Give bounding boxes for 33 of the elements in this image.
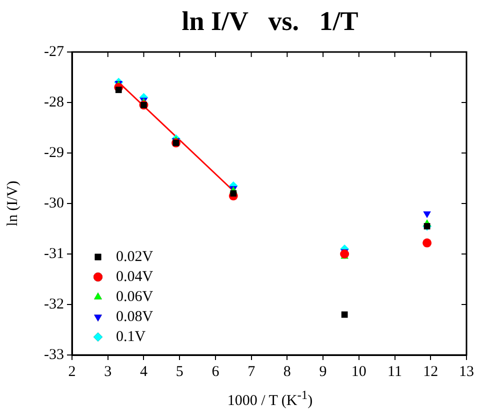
point (423, 211, 431, 218)
legend-label: 0.02V (116, 248, 154, 265)
x-tick-label: 7 (248, 364, 256, 380)
legend-label: 0.06V (116, 288, 154, 305)
x-tick-label: 5 (176, 364, 184, 380)
x-tick-label: 2 (68, 364, 76, 380)
x-tick-label: 13 (459, 364, 474, 380)
y-axis-title: ln (I/V) (4, 180, 21, 226)
y-tick-label: -33 (44, 346, 64, 363)
chart-title: ln I/V vs. 1/T (180, 6, 360, 37)
x-tick-label: 8 (283, 364, 291, 380)
x-tick-label: 12 (423, 364, 438, 380)
legend-label: 0.1V (116, 328, 146, 345)
point (115, 86, 122, 94)
x-tick-label: 6 (212, 364, 220, 380)
point (341, 311, 348, 318)
y-tick-label: -30 (44, 195, 64, 212)
x-tick-label: 9 (319, 364, 327, 380)
x-tick-label: 4 (140, 364, 148, 380)
y-tick-label: -29 (44, 144, 64, 161)
y-tick-label: -28 (44, 94, 64, 110)
x-tick-label: 11 (388, 364, 402, 380)
point (230, 190, 237, 197)
x-tick-label: 10 (351, 364, 366, 380)
y-tick-label: -31 (44, 246, 64, 262)
legend-label: 0.04V (116, 268, 154, 285)
x-axis-title: 1000 / T (K$^{-1}$) (226, 388, 314, 410)
point (340, 250, 350, 258)
legend-label: 0.08V (116, 308, 154, 325)
point (422, 238, 432, 248)
x-tick-label: 3 (104, 364, 112, 380)
y-tick-label: -32 (44, 296, 64, 312)
y-tick-label: -27 (44, 44, 64, 60)
